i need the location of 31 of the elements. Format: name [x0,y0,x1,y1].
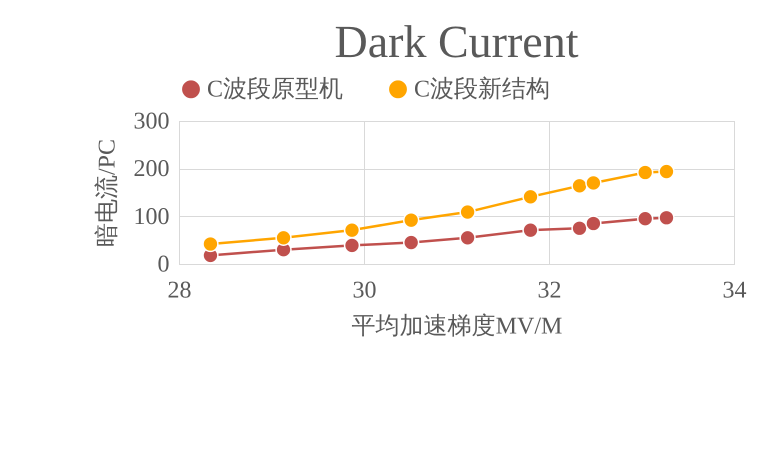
point [637,164,654,181]
x-tick-label: 28 [168,278,192,304]
x-tick-label: 32 [538,278,562,304]
point [522,222,539,238]
y-tick-label: 300 [134,108,170,134]
y-tick-label: 0 [158,252,170,278]
legend-label: C波段新结构 [414,75,550,102]
point [522,188,539,205]
y-tick-label: 100 [134,204,170,230]
point [459,204,476,220]
point [459,230,476,246]
x-tick-label: 34 [722,278,746,304]
point [637,210,654,227]
x-axis-title: 平均加速梯度MV/M [352,312,562,340]
x-tick-label: 30 [352,278,376,304]
point [571,178,588,194]
point [403,212,420,228]
point [585,174,602,192]
point [658,163,675,180]
point [202,236,219,252]
y-axis-title: 暗电流/PC [94,138,120,248]
point [275,230,292,246]
chart-title: Dark Current [334,16,579,67]
point [403,234,420,251]
legend-label: C波段原型机 [207,76,344,102]
point [658,210,675,226]
point [344,222,360,238]
y-tick-label: 200 [134,156,170,182]
point [344,237,360,254]
point [571,220,588,236]
point [585,215,602,232]
